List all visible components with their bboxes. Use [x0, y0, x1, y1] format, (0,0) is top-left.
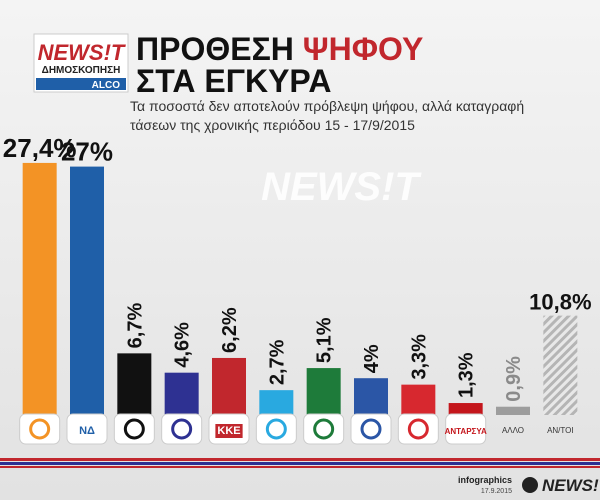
party-logo	[303, 413, 345, 445]
logo-subtitle: ΔΗΜΟΣΚΟΠΗΣΗ	[42, 65, 121, 76]
bar	[448, 403, 483, 415]
party-logo	[445, 413, 487, 445]
footer-icon	[522, 477, 538, 493]
bar	[401, 384, 436, 415]
footer-logo: NEWS!T	[542, 476, 600, 495]
party-logo-icon	[313, 418, 335, 440]
party-logo-text: ΑΝΤΑΡΣΥΑ	[445, 427, 487, 436]
party-logo	[350, 413, 392, 445]
watermark: NEWS!T	[261, 165, 422, 209]
stripe	[0, 458, 600, 461]
party-logo-icon	[360, 418, 382, 440]
party-logo	[255, 413, 297, 445]
value-label: 2,7%	[266, 339, 288, 385]
party-logo-icon	[29, 418, 51, 440]
subtitle: τάσεων της χρονικής περιόδου 15 - 17/9/2…	[130, 117, 415, 133]
value-label: 4%	[361, 344, 383, 373]
bar	[22, 162, 57, 415]
party-logo-icon	[265, 418, 287, 440]
title-part: ΨΗΦΟΥ	[303, 31, 424, 67]
party-logo-icon	[123, 418, 145, 440]
bar	[259, 390, 294, 415]
pollster-band	[36, 78, 126, 90]
party-logo	[19, 413, 61, 445]
subtitle: Τα ποσοστά δεν αποτελούν πρόβλεψη ψήφου,…	[130, 98, 524, 114]
party-logo	[161, 413, 203, 445]
party-logo	[66, 413, 108, 445]
title: ΠΡΟΘΕΣΗ ΨΗΦΟΥ	[136, 31, 423, 67]
logo-bg	[215, 424, 243, 438]
party-logo-icon	[407, 418, 429, 440]
bar	[496, 406, 530, 415]
value-label: 4,6%	[172, 322, 194, 368]
bar	[306, 368, 341, 415]
value-label: 10,8%	[529, 290, 591, 315]
value-label: 1,3%	[456, 352, 478, 398]
x-tick-label: ΑΛΛΟ	[502, 426, 524, 435]
value-label: 27,4%	[3, 133, 77, 163]
bar	[212, 357, 246, 415]
value-label: 3,3%	[408, 334, 430, 380]
value-label: 6,2%	[219, 307, 241, 353]
value-label: 27%	[61, 137, 113, 167]
party-logo-icon	[171, 418, 193, 440]
title-part: ΠΡΟΘΕΣΗ	[136, 31, 294, 67]
stripe	[0, 462, 600, 465]
bar	[354, 378, 388, 415]
pollster: ALCO	[92, 80, 121, 91]
party-logo	[397, 413, 439, 445]
title-part: ΣΤΑ ΕΓΚΥΡΑ	[136, 63, 331, 99]
party-logo-text: ΝΔ	[79, 425, 95, 437]
x-tick-label: ΑΝ/ΤΟΙ	[547, 426, 574, 435]
value-label: 5,1%	[314, 317, 336, 363]
footer-label: infographics	[458, 475, 512, 485]
party-logo	[113, 413, 155, 445]
bar	[164, 372, 199, 415]
stripe	[0, 466, 600, 468]
bar	[543, 315, 578, 415]
party-logo-text: ΚΚΕ	[217, 425, 240, 437]
bar	[70, 166, 104, 415]
logo: NEWS!T	[38, 40, 126, 65]
value-label: 0,9%	[503, 356, 525, 402]
value-label: 6,7%	[124, 303, 146, 349]
footer-date: 17.9.2015	[481, 488, 512, 495]
bar	[117, 353, 152, 415]
